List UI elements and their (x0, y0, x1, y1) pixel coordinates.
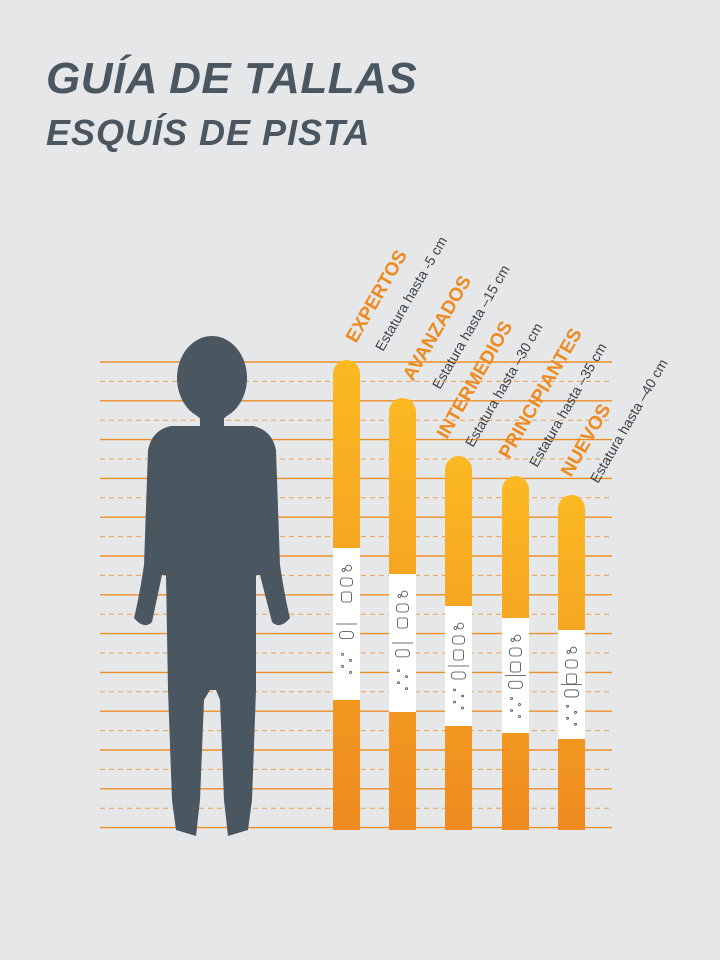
ski-binding-icon (561, 646, 582, 726)
page-title: GUÍA DE TALLAS (46, 54, 418, 103)
ski-5 (558, 495, 585, 830)
ski-4 (502, 476, 529, 830)
person-silhouette-icon (134, 336, 290, 836)
ski-binding-icon (392, 590, 413, 690)
ski-binding-icon (448, 622, 469, 710)
ski-binding-icon (505, 634, 526, 718)
ski-2 (389, 398, 416, 830)
skis-group (333, 360, 585, 830)
ski-binding-icon (336, 564, 357, 674)
ski-3 (445, 456, 472, 830)
page-subtitle: ESQUÍS DE PISTA (46, 112, 371, 153)
ski-1 (333, 360, 360, 830)
